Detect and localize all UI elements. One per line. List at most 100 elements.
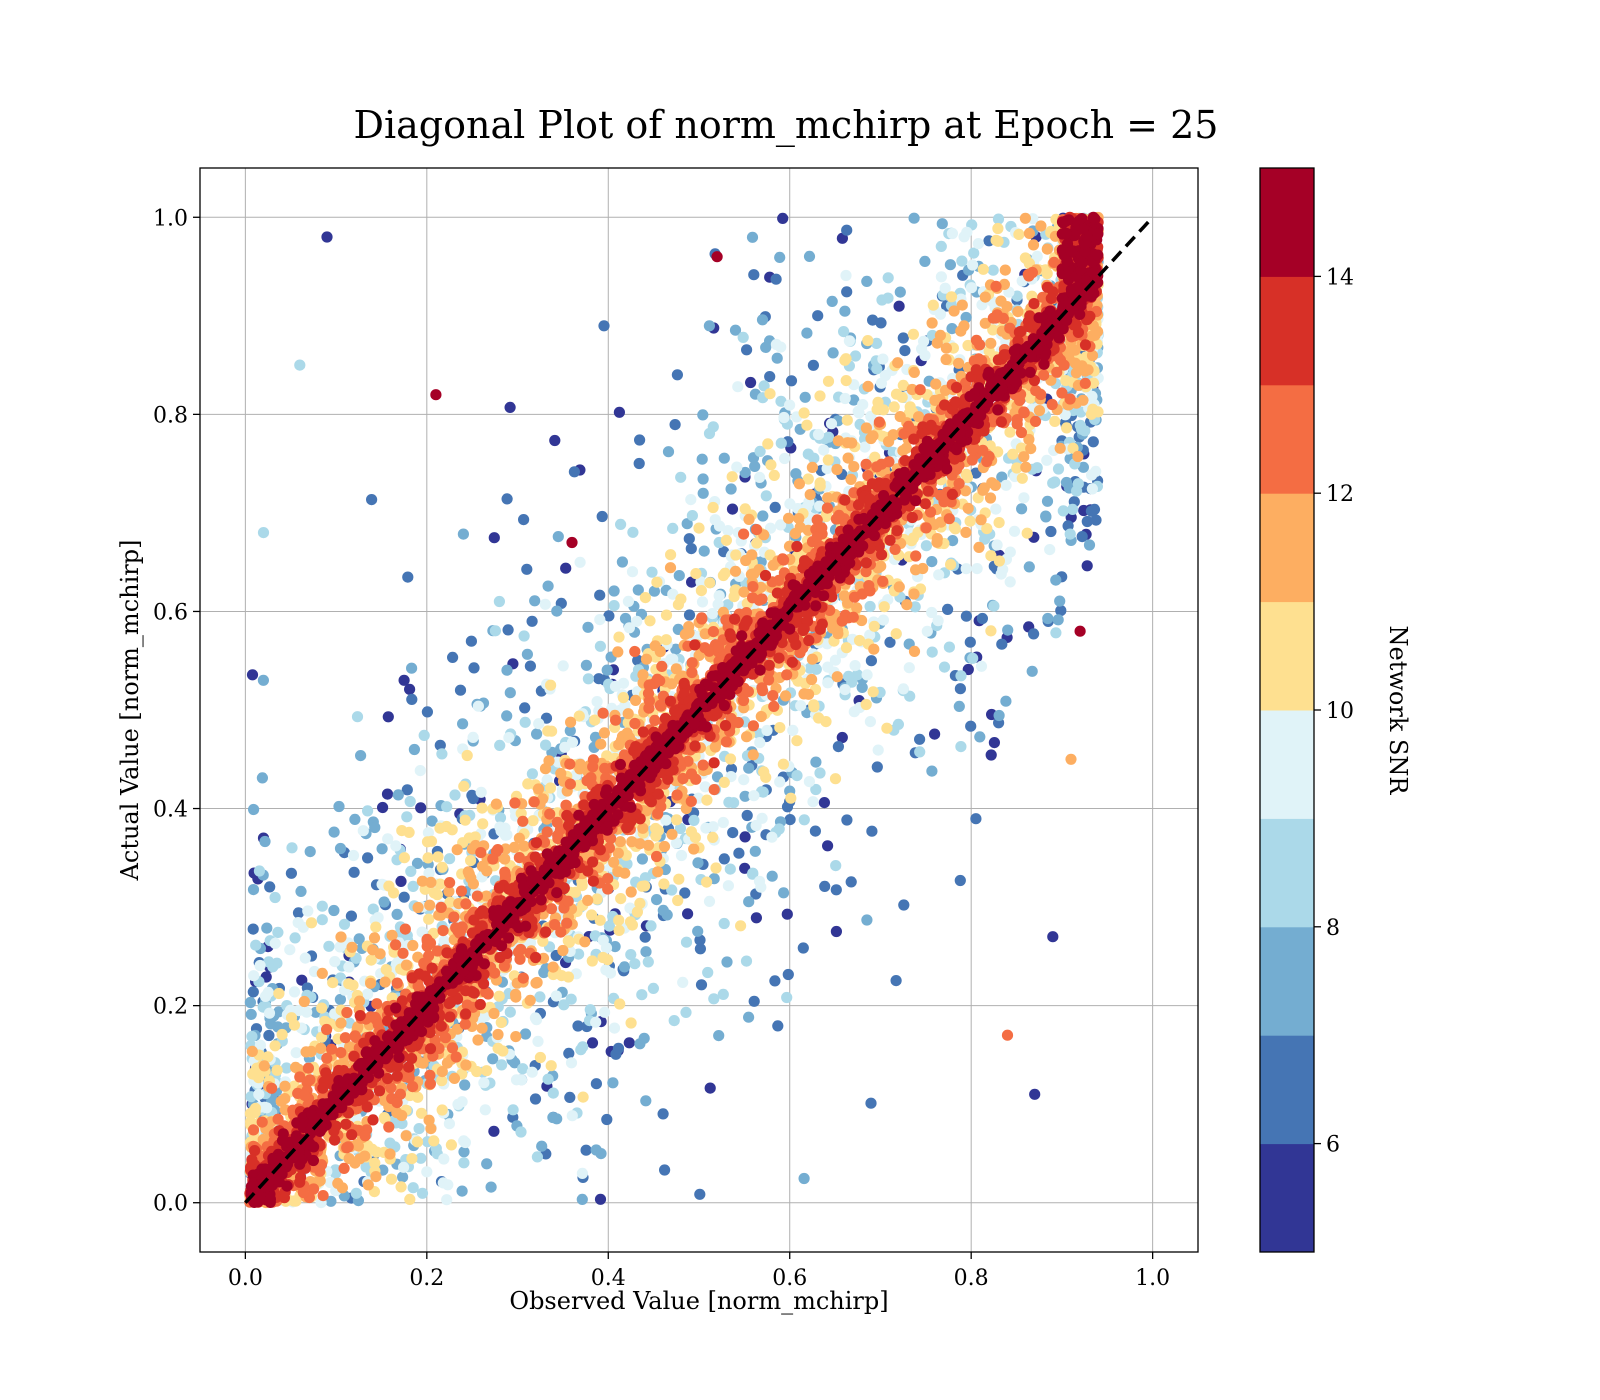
scatter-point [1092, 406, 1104, 418]
scatter-point [600, 964, 612, 976]
scatter-point [813, 712, 825, 724]
scatter-point [697, 487, 709, 499]
scatter-point [458, 1157, 470, 1169]
scatter-point [793, 513, 805, 525]
scatter-point [365, 977, 377, 989]
scatter-point [391, 908, 403, 921]
scatter-point [812, 310, 824, 322]
scatter-point [827, 347, 839, 359]
scatter-point [501, 664, 513, 676]
scatter-point [899, 345, 911, 357]
scatter-point [1064, 528, 1076, 540]
scatter-point [343, 961, 355, 973]
scatter-point [784, 399, 796, 411]
scatter-point [1047, 477, 1059, 489]
scatter-point [675, 471, 687, 483]
scatter-point [530, 1014, 543, 1026]
scatter-point [839, 354, 851, 366]
scatter-point [421, 706, 433, 718]
scatter-point [434, 822, 446, 834]
scatter-point [871, 337, 883, 349]
scatter-point [875, 377, 888, 389]
scatter-point [673, 873, 685, 885]
scatter-point [603, 920, 616, 932]
scatter-point [729, 565, 742, 577]
scatter-point [545, 679, 557, 691]
scatter-point [487, 1053, 499, 1065]
scatter-point [861, 914, 873, 926]
scatter-point [395, 1181, 407, 1193]
scatter-point [785, 792, 797, 804]
scatter-point [668, 1015, 680, 1027]
scatter-point [743, 896, 755, 908]
scatter-point [551, 1113, 563, 1125]
scatter-point [608, 1022, 621, 1034]
scatter-point [890, 628, 902, 640]
scatter-point [947, 535, 959, 547]
scatter-point [382, 711, 394, 723]
plot-area: 0.0 0.2 0.4 0.6 0.8 1.0 0.00.20.40.60.81.0 [153, 167, 1199, 1291]
scatter-point [546, 746, 558, 759]
scatter-point [586, 909, 598, 921]
scatter-point [787, 724, 799, 737]
scatter-point [496, 1059, 508, 1071]
scatter-point [701, 876, 713, 888]
scatter-point [400, 1130, 412, 1142]
scatter-point [665, 549, 677, 561]
scatter-point [977, 484, 989, 496]
scatter-point [370, 1171, 382, 1183]
scatter-point [996, 638, 1008, 650]
scatter-point [845, 876, 857, 888]
scatter-point [830, 925, 843, 938]
scatter-point [718, 917, 730, 930]
scatter-point [597, 951, 609, 964]
scatter-point [448, 911, 460, 923]
scatter-point [654, 675, 666, 687]
scatter-point [730, 549, 742, 561]
scatter-point [269, 891, 281, 904]
scatter-point [738, 528, 750, 540]
scatter-point [510, 1031, 522, 1043]
scatter-point [403, 826, 415, 839]
scatter-point [1044, 544, 1056, 556]
scatter-point [362, 1179, 374, 1191]
scatter-point [1041, 243, 1053, 255]
scatter-point [332, 1177, 344, 1189]
scatter-point [893, 581, 905, 593]
scatter-point [775, 395, 787, 407]
scatter-point [664, 562, 677, 574]
scatter-point [329, 956, 341, 968]
scatter-point [927, 299, 939, 311]
scatter-point [1018, 451, 1030, 463]
scatter-point [717, 988, 729, 1001]
scatter-point [1081, 515, 1093, 528]
scatter-point [253, 865, 265, 877]
scatter-point [682, 908, 694, 920]
scatter-point [893, 300, 905, 312]
scatter-point [707, 501, 719, 514]
scatter-point [700, 822, 712, 834]
scatter-point [350, 1187, 362, 1199]
scatter-point [953, 700, 965, 713]
scatter-point [757, 786, 769, 798]
scatter-point [764, 388, 776, 400]
scatter-point [932, 615, 944, 627]
scatter-point [692, 857, 704, 869]
scatter-point [408, 743, 420, 756]
scatter-point [892, 357, 904, 369]
scatter-point [476, 860, 488, 872]
scatter-point [659, 1164, 671, 1176]
scatter-point [784, 498, 796, 510]
scatter-point [636, 853, 649, 865]
scatter-point [425, 835, 438, 847]
scatter-point [497, 1045, 509, 1057]
scatter-point [962, 502, 974, 514]
scatter-point [750, 819, 762, 832]
scatter-point [246, 1030, 258, 1043]
scatter-point [992, 235, 1004, 247]
scatter-point [625, 1017, 637, 1029]
scatter-point [276, 1028, 288, 1041]
scatter-point [778, 411, 790, 424]
scatter-point [296, 974, 308, 986]
